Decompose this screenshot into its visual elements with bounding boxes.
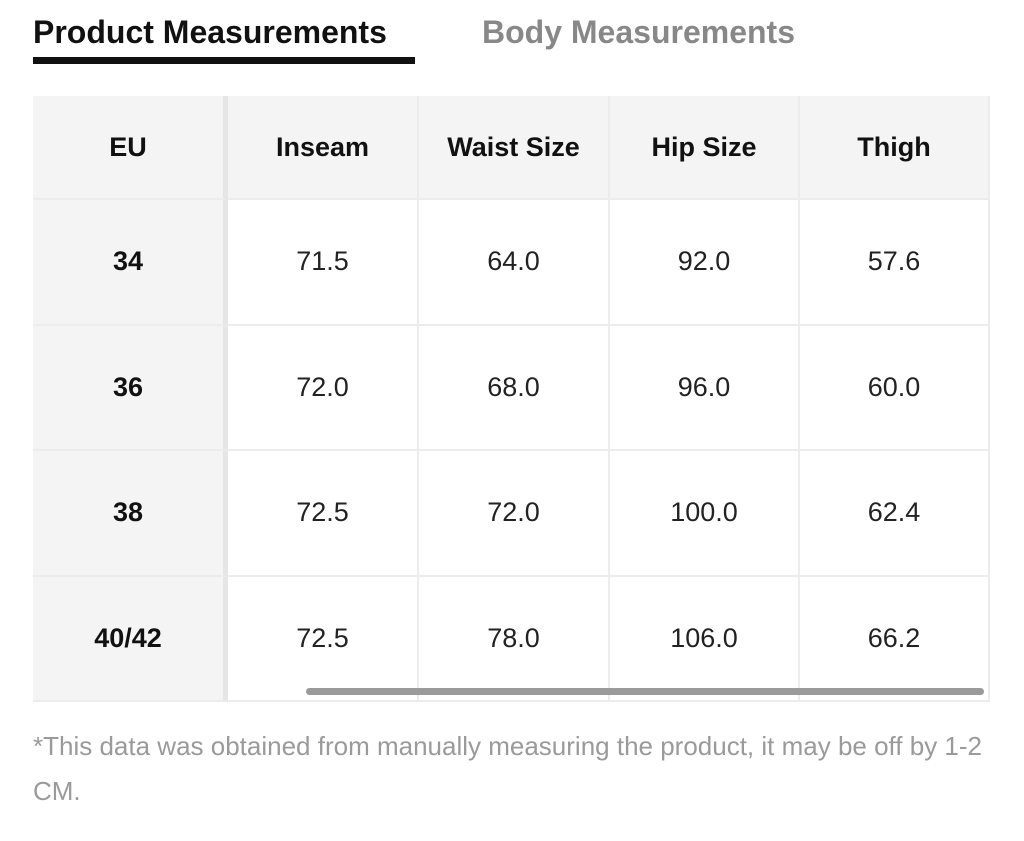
tab[interactable]: Body Measurements — [482, 14, 795, 50]
header-cell: Inseam — [228, 96, 419, 200]
table-cell: 64.0 — [419, 200, 610, 326]
table-cell: 72.0 — [228, 325, 419, 451]
table-cell: 96.0 — [610, 325, 800, 451]
table-cell: 40/42 — [33, 576, 228, 702]
table-cell: 100.0 — [610, 451, 800, 577]
table-cell: 72.0 — [419, 451, 610, 577]
tab[interactable]: Product Measurements — [33, 14, 387, 50]
table-cell: 60.0 — [800, 325, 990, 451]
table-cell: 57.6 — [800, 200, 990, 326]
header-cell: Thigh — [800, 96, 990, 200]
scrollbar[interactable] — [306, 688, 984, 695]
table-cell: 34 — [33, 200, 228, 326]
table-cell: 38 — [33, 451, 228, 577]
table-cell: 66.2 — [800, 576, 990, 702]
footnote: *This data was obtained from manually me… — [33, 731, 983, 806]
active-tab-indicator — [33, 57, 415, 64]
table-cell: 72.5 — [228, 576, 419, 702]
header-cell: EU — [33, 96, 228, 200]
table-cell: 68.0 — [419, 325, 610, 451]
table-cell: 78.0 — [419, 576, 610, 702]
table-cell: 62.4 — [800, 451, 990, 577]
size-table: EU Inseam Waist Size Hip Size Thigh 34 71.5 64.… — [33, 96, 990, 702]
header-cell: Waist Size — [419, 96, 610, 200]
table-cell: 36 — [33, 325, 228, 451]
table-cell: 72.5 — [228, 451, 419, 577]
table-cell: 71.5 — [228, 200, 419, 326]
header-cell: Hip Size — [610, 96, 800, 200]
table-cell: 106.0 — [610, 576, 800, 702]
table-cell: 92.0 — [610, 200, 800, 326]
